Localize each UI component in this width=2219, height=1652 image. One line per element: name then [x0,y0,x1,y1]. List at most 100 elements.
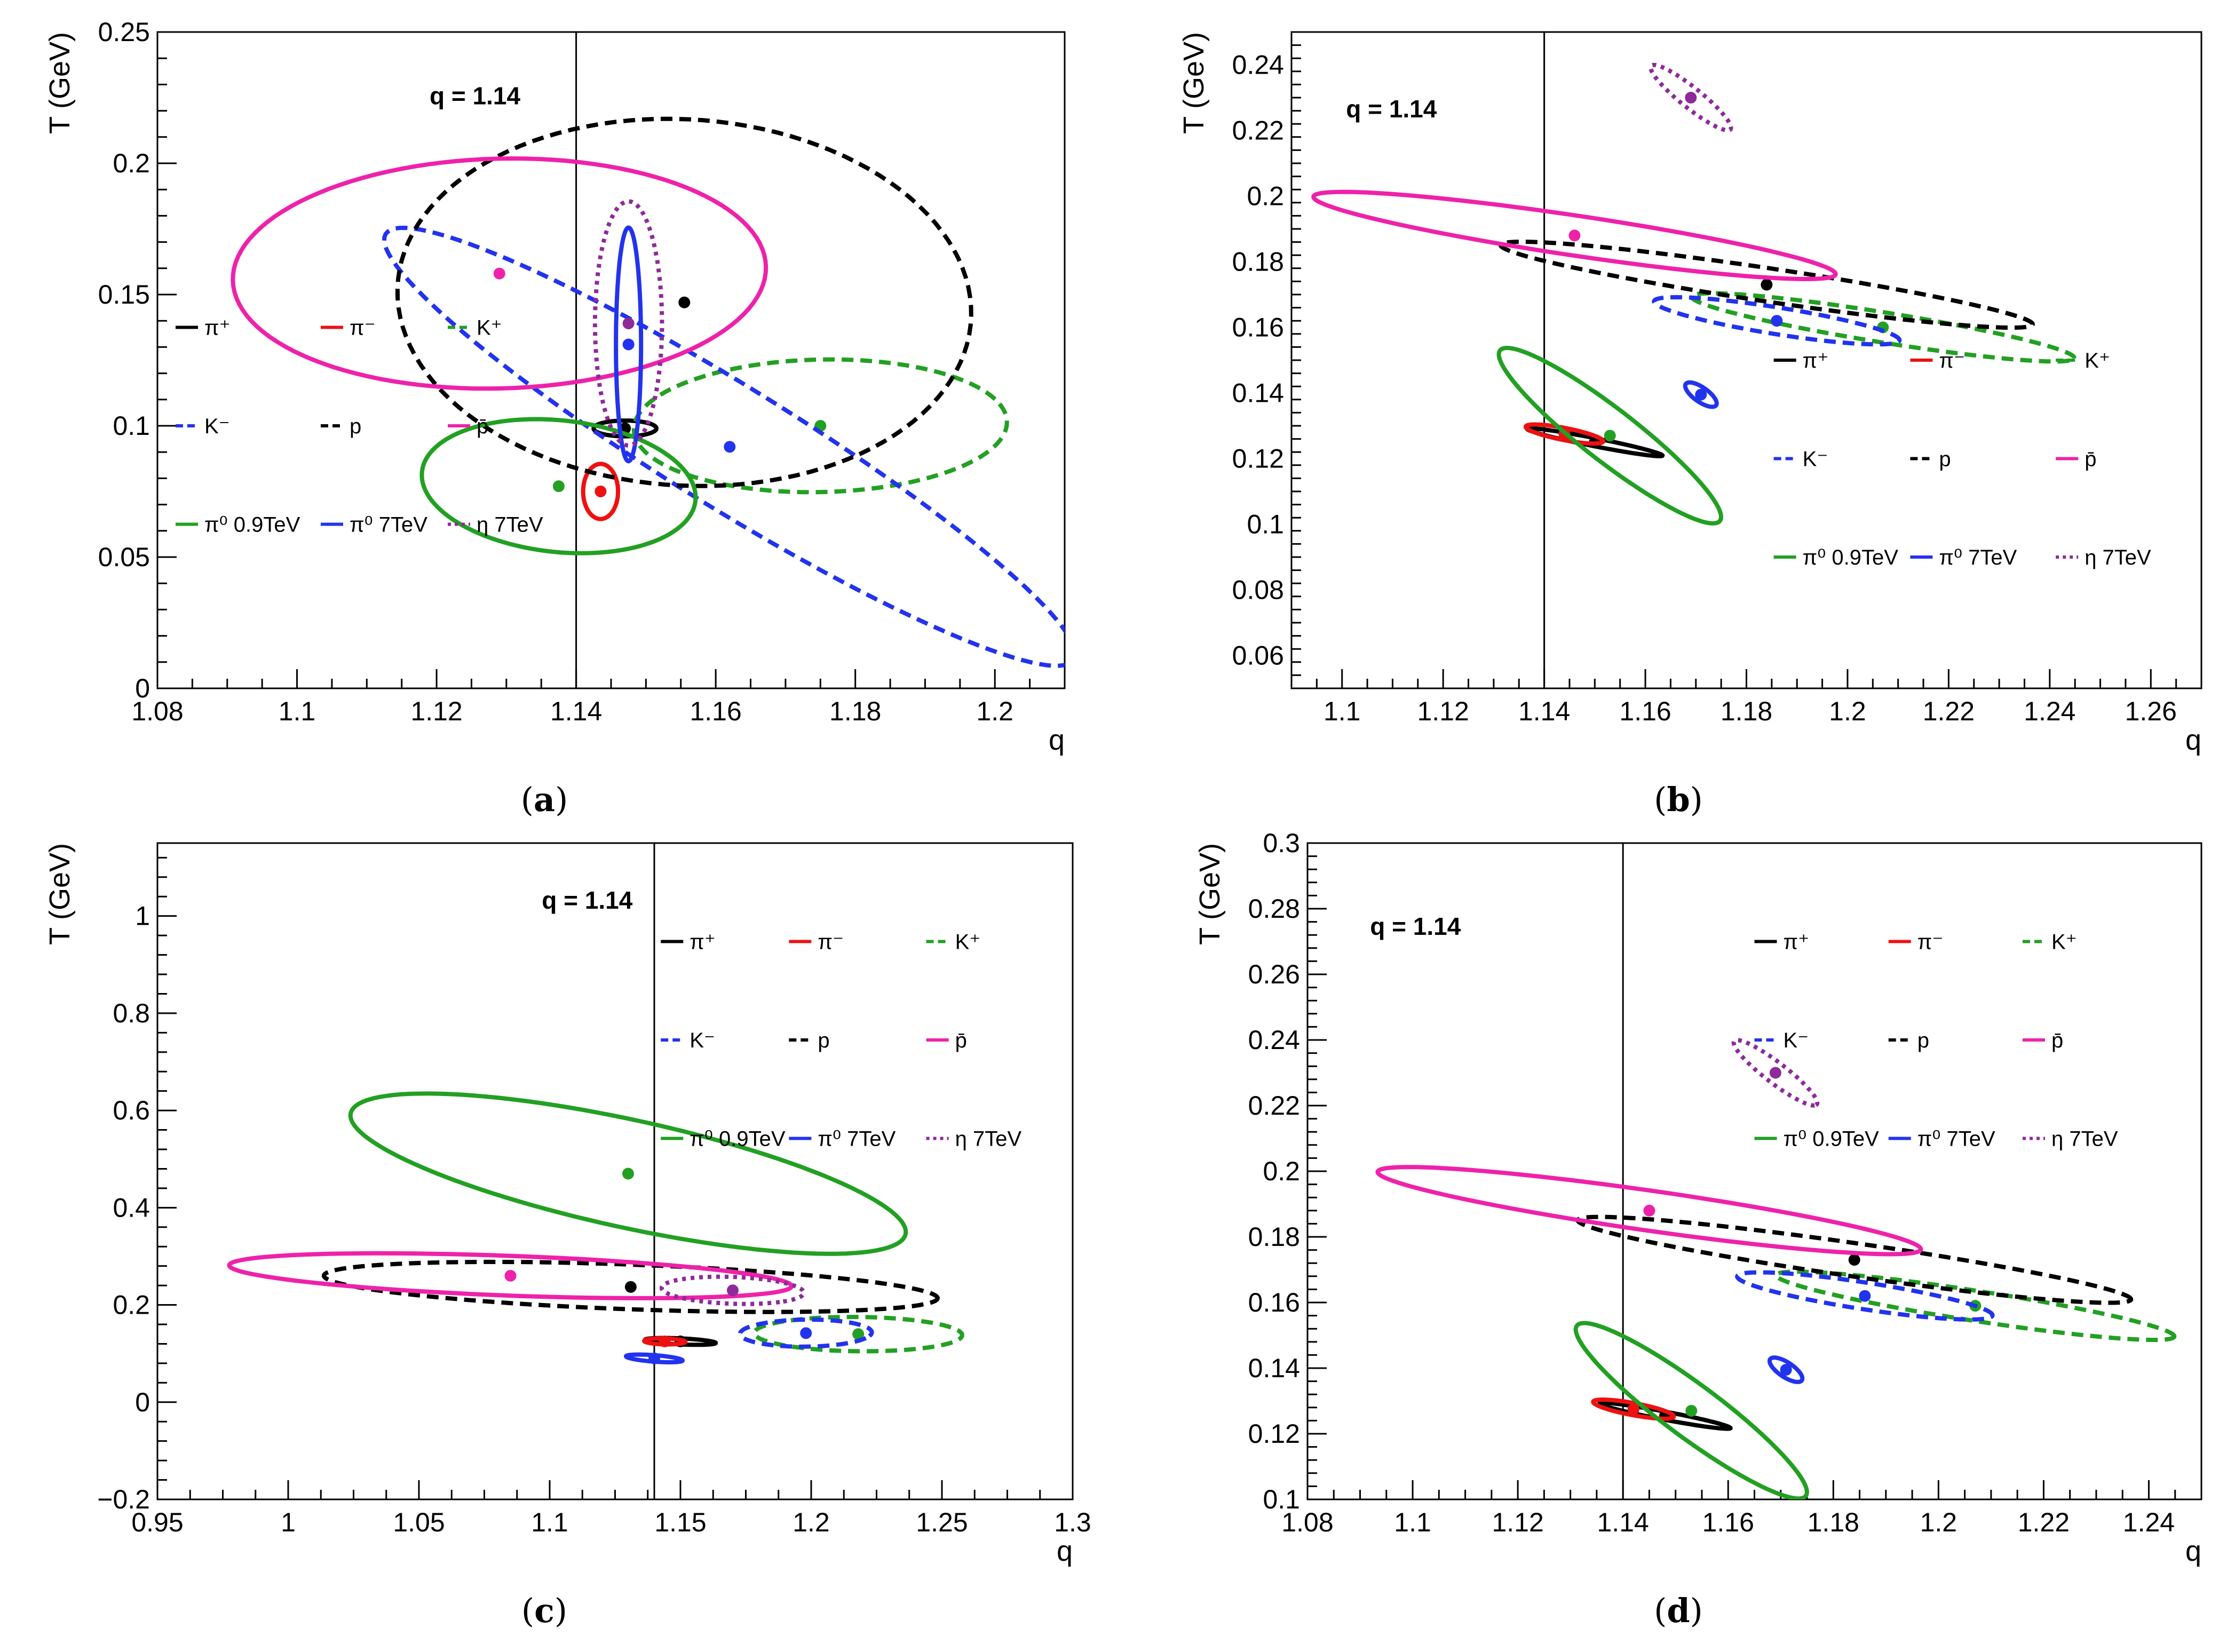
q-annotation: q = 1.14 [1370,912,1461,940]
x-tick-label: 1.26 [2125,696,2177,726]
best-fit-point-K_plus [852,1328,865,1340]
x-axis-label: q [1057,1535,1073,1567]
legend-label-pi0_09: π⁰ 0.9TeV [1803,546,1899,569]
y-axis-label: T (GeV) [44,32,76,134]
legend-label-pi_minus: π⁻ [1939,349,1965,372]
best-fit-point-pi0_7 [648,1352,660,1364]
legend-label-K_minus: K⁻ [1803,448,1828,471]
y-tick-label: 0.2 [113,148,150,178]
contour-ellipse-K_plus [752,1315,964,1354]
x-tick-label: 1.22 [1923,696,1975,726]
plot-frame [156,842,1074,1500]
legend-label-pi0_09: π⁰ 0.9TeV [1784,1127,1880,1151]
x-tick-label: 1.18 [829,696,881,726]
y-tick-label: 1 [135,901,150,931]
plot-area [227,843,964,1499]
y-tick-label: 0.2 [113,1290,150,1320]
x-tick-label: 1.1 [1324,696,1361,726]
y-tick-label: 0.15 [98,280,150,309]
caption-open-paren: ( [521,1591,534,1630]
best-fit-point-K_minus [800,1327,812,1339]
best-fit-point-pi_minus [1627,1403,1639,1415]
caption-letter: b [1667,780,1690,819]
plot-area [231,32,1065,688]
y-tick-label: 0.22 [1232,116,1284,146]
panel-caption: (a) [521,780,568,819]
contour-ellipse-pbar [227,1251,794,1300]
best-fit-point-p [678,296,691,308]
x-tick-label: 1.2 [1920,1507,1958,1537]
x-axis-label: q [1049,724,1065,756]
best-fit-point-pi0_7 [1695,388,1707,401]
legend-label-K_minus: K⁻ [690,1029,715,1052]
y-tick-label: 0.16 [1232,313,1284,343]
caption-close-paren: ) [555,780,568,819]
y-tick-label: 0.4 [113,1193,150,1222]
contour-ellipse-K_minus [1652,295,1902,347]
x-tick-label: 1.14 [1518,696,1570,726]
contour-ellipse-pi0_7 [1683,380,1719,409]
legend-label-K_plus: K⁺ [477,316,502,340]
q-annotation: q = 1.14 [430,82,520,109]
x-tick-label: 1.14 [1597,1507,1649,1537]
x-tick-label: 0.95 [131,1507,183,1537]
y-tick-label: 0.08 [1232,575,1284,605]
legend-label-pi0_7: π⁰ 7TeV [350,513,427,537]
best-fit-point-pbar [1643,1204,1655,1217]
legend-label-pi_plus: π⁺ [204,316,231,340]
contour-ellipse-p [321,1259,940,1314]
x-tick-label: 1.18 [1721,696,1772,726]
contour-ellipse-K_plus [1774,1269,2177,1343]
y-tick-label: −0.2 [97,1484,150,1514]
panel-caption: (b) [1654,780,1703,819]
x-axis-label: q [2185,724,2201,756]
best-fit-point-p [624,1281,637,1293]
contour-ellipse-K_minus [738,1317,874,1349]
y-tick-label: 0.3 [1263,828,1300,858]
best-fit-point-pbar [504,1269,517,1282]
y-tick-label: 0.6 [113,1095,150,1125]
q-annotation: q = 1.14 [1346,95,1437,123]
x-tick-label: 1.16 [690,696,741,726]
x-tick-label: 1.2 [1829,696,1866,726]
legend-label-p: p [818,1029,829,1052]
contour-ellipse-K_minus [382,225,1065,668]
legend-label-K_plus: K⁺ [2051,931,2077,954]
caption-close-paren: ) [1690,780,1703,819]
contour-ellipse-pi0_7 [624,1352,685,1364]
x-tick-label: 1.1 [279,696,316,726]
legend-label-pbar: p̄ [2051,1029,2063,1052]
caption-open-paren: ( [1654,780,1667,819]
x-tick-label: 1.15 [654,1507,706,1537]
y-tick-label: 0.24 [1248,1025,1300,1055]
best-fit-point-eta_7 [1685,92,1697,104]
legend-label-pbar: p̄ [955,1029,967,1052]
contour-ellipse-eta_7 [592,199,664,448]
y-tick-label: 0.16 [1248,1288,1300,1317]
contour-ellipse-eta_7 [1649,62,1733,133]
legend-label-pi0_09: π⁰ 0.9TeV [690,1127,786,1151]
chart-panel-b: 1.1 1.12 1.14 1.16 1.18 1.2 1.22 1.24 1.26 0.06 0.… [1178,31,2202,819]
x-tick-label: 1.3 [1054,1507,1091,1537]
chart-panel-d: 1.08 1.1 1.12 1.14 1.16 1.18 1.2 1.22 1.24 0.1 0.1… [1194,828,2202,1630]
chart-panel-c: 0.95 1 1.05 1.1 1.15 1.2 1.25 1.3 −0.2 0 0.2 0.4 0.6… [44,842,1091,1630]
y-tick-label: 0.22 [1248,1091,1300,1121]
best-fit-point-pi0_7 [622,338,635,351]
best-fit-point-pi0_09 [1685,1404,1698,1417]
legend-label-p: p [350,415,361,438]
y-tick-label: 0.8 [113,998,150,1028]
x-tick-label: 1.2 [976,696,1013,726]
x-tick-label: 1.16 [1702,1507,1754,1537]
y-axis-label: T (GeV) [44,843,76,945]
plot-frame [156,31,1066,689]
x-tick-label: 1.14 [550,696,602,726]
best-fit-point-K_minus [1859,1290,1871,1302]
legend-label-pbar: p̄ [2085,448,2096,471]
legend-label-K_plus: K⁺ [2085,349,2110,372]
x-tick-label: 1.08 [131,696,183,726]
contour-ellipse-pi_minus [1591,1397,1676,1421]
contour-ellipse-p [395,116,973,488]
contour-ellipse-K_plus [1689,291,2077,364]
contour-ellipse-pbar [231,156,768,391]
